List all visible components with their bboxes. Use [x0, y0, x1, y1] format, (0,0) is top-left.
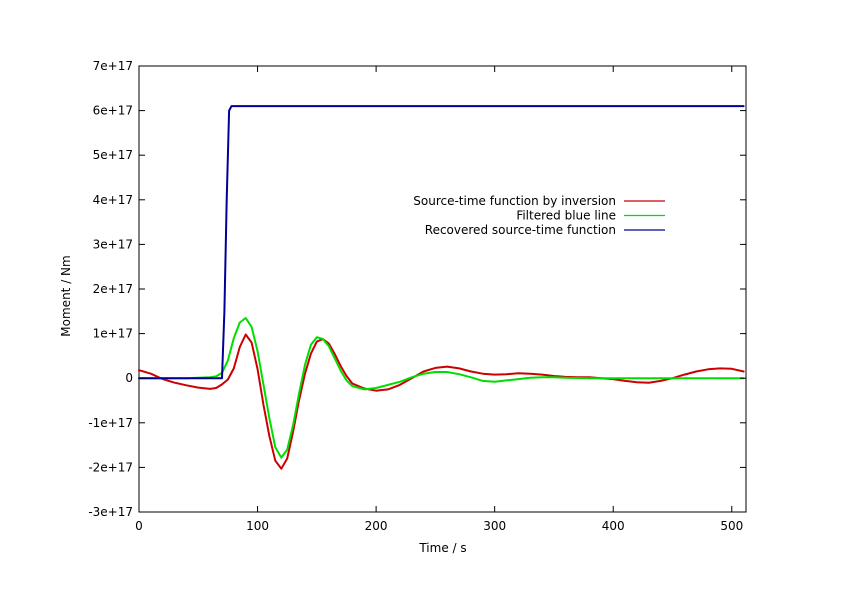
y-tick-label: -2e+17 — [88, 460, 133, 474]
x-tick-label: 300 — [483, 519, 506, 533]
x-tick-label: 100 — [246, 519, 269, 533]
x-tick-label: 0 — [135, 519, 143, 533]
y-tick-label: -3e+17 — [88, 505, 133, 519]
y-axis-label: Moment / Nm — [59, 255, 73, 336]
y-tick-label: 6e+17 — [93, 104, 133, 118]
y-tick-label: 5e+17 — [93, 148, 133, 162]
y-tick-label: 7e+17 — [93, 59, 133, 73]
x-axis-label: Time / s — [418, 541, 466, 555]
x-tick-label: 500 — [720, 519, 743, 533]
y-tick-label: 1e+17 — [93, 327, 133, 341]
x-tick-label: 400 — [602, 519, 625, 533]
series-line-3 — [138, 105, 745, 380]
axis-ticks: 0 100 200 300 400 500 -3e+17 -2e+17 -1e+17 0 1e+17… — [88, 59, 746, 533]
legend: Source-time function by inversionFiltere… — [413, 194, 665, 237]
x-tick-label: 200 — [365, 519, 388, 533]
plot-border — [138, 65, 747, 513]
plot-area — [138, 65, 747, 513]
legend-label-3: Recovered source-time function — [425, 223, 616, 237]
legend-label-1: Source-time function by inversion — [413, 194, 616, 208]
y-tick-label: 2e+17 — [93, 282, 133, 296]
y-tick-label: -1e+17 — [88, 416, 133, 430]
y-tick-label: 3e+17 — [93, 237, 133, 251]
series-line-2 — [138, 317, 745, 459]
y-tick-label: 4e+17 — [93, 193, 133, 207]
legend-label-2: Filtered blue line — [516, 209, 616, 223]
series-group — [138, 105, 745, 470]
y-tick-label: 0 — [125, 371, 133, 385]
